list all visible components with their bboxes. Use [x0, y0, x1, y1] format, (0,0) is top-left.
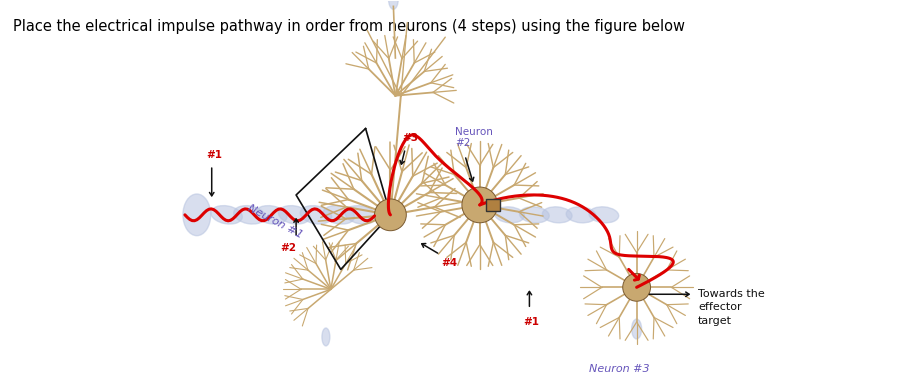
Ellipse shape	[566, 207, 596, 223]
Ellipse shape	[300, 206, 332, 224]
Text: #1: #1	[524, 317, 539, 327]
Text: Neuron #1: Neuron #1	[247, 203, 305, 241]
Ellipse shape	[631, 319, 641, 339]
Ellipse shape	[495, 207, 525, 223]
Text: #3: #3	[403, 133, 418, 143]
Text: Neuron
#2: Neuron #2	[455, 127, 492, 148]
Text: #4: #4	[441, 258, 457, 268]
Ellipse shape	[543, 207, 572, 223]
Text: Neuron #3: Neuron #3	[589, 364, 649, 374]
Ellipse shape	[211, 206, 242, 224]
Text: #2: #2	[280, 243, 296, 253]
Ellipse shape	[519, 207, 549, 223]
Ellipse shape	[234, 206, 266, 224]
Text: Towards the
effector
target: Towards the effector target	[698, 289, 765, 326]
Ellipse shape	[388, 0, 398, 9]
Ellipse shape	[323, 206, 354, 224]
Circle shape	[623, 273, 650, 301]
Text: #1: #1	[205, 150, 222, 160]
FancyBboxPatch shape	[486, 199, 500, 211]
Text: Place the electrical impulse pathway in order from neurons (4 steps) using the f: Place the electrical impulse pathway in …	[13, 19, 685, 34]
Circle shape	[462, 187, 498, 223]
Ellipse shape	[256, 206, 287, 224]
Ellipse shape	[589, 207, 619, 223]
Ellipse shape	[183, 194, 211, 236]
Ellipse shape	[322, 328, 330, 346]
Ellipse shape	[345, 206, 377, 224]
Circle shape	[375, 199, 406, 231]
Ellipse shape	[278, 206, 309, 224]
